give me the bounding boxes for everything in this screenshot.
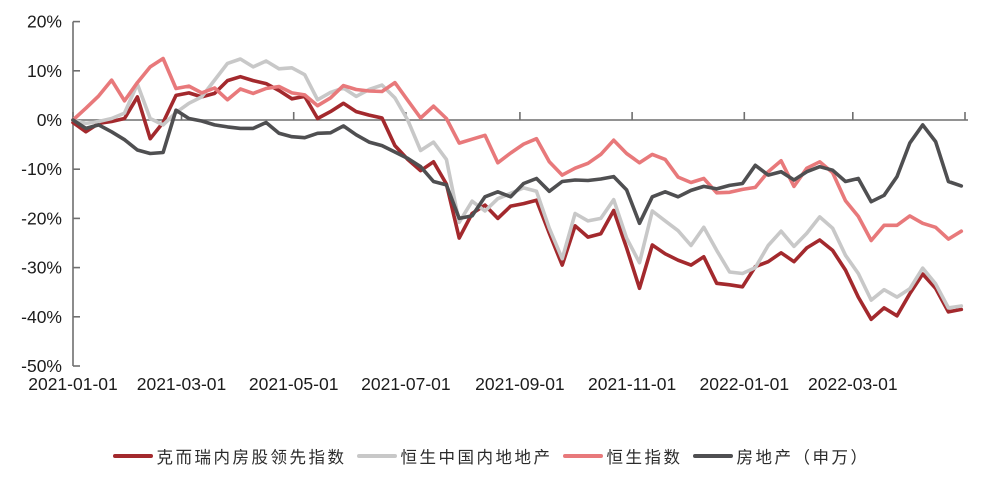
chart-legend: 克而瑞内房股领先指数 恒生中国内地地产 恒生指数 房地产（申万） (0, 444, 982, 468)
chart-canvas: 20% 10% 0% -10% -20% -30% -40% -50%2021-01-01 20… (21, 12, 968, 394)
series-line-0 (71, 74, 964, 322)
legend-item-cric: 克而瑞内房股领先指数 (112, 444, 347, 468)
x-axis-tick-label: 2021-05-01 (249, 374, 339, 394)
x-axis-tick-label: 2022-01-01 (700, 374, 790, 394)
legend-swatch-cric (112, 453, 153, 459)
legend-swatch-hang-seng-index (562, 453, 603, 459)
y-axis-tick-label: -20% (21, 208, 62, 228)
legend-swatch-sw-real-estate (692, 453, 733, 459)
series-line-2 (71, 56, 964, 243)
x-axis-tick-label: 2021-11-01 (588, 374, 676, 394)
y-axis-tick-label: 10% (27, 61, 62, 81)
y-axis-tick-label: -10% (21, 159, 62, 179)
y-axis-tick-label: -30% (21, 258, 62, 278)
x-axis-tick-label: 2022-03-01 (808, 374, 898, 394)
series-line-3 (71, 108, 964, 226)
legend-swatch-hs-mainland-properties (356, 453, 397, 459)
legend-item-hang-seng-index: 恒生指数 (562, 444, 683, 468)
y-axis-tick-label: -40% (21, 307, 62, 327)
legend-item-sw-real-estate: 房地产（申万） (692, 444, 870, 468)
y-axis-tick-label: 20% (27, 12, 62, 32)
x-axis-tick-label: 2021-07-01 (361, 374, 451, 394)
legend-item-hs-mainland-properties: 恒生中国内地地产 (356, 444, 553, 468)
x-axis-tick-label: 2021-03-01 (137, 374, 227, 394)
legend-label-hs-mainland-properties: 恒生中国内地地产 (400, 448, 553, 467)
x-axis-tick-label: 2021-09-01 (475, 374, 565, 394)
y-axis-tick-label: 0% (37, 110, 62, 130)
y-axis-tick-label: -50% (21, 356, 62, 376)
x-axis-tick-label: 2021-01-01 (28, 374, 118, 394)
legend-label-cric: 克而瑞内房股领先指数 (156, 448, 347, 467)
legend-label-hang-seng-index: 恒生指数 (606, 448, 683, 467)
legend-label-sw-real-estate: 房地产（申万） (736, 448, 870, 467)
